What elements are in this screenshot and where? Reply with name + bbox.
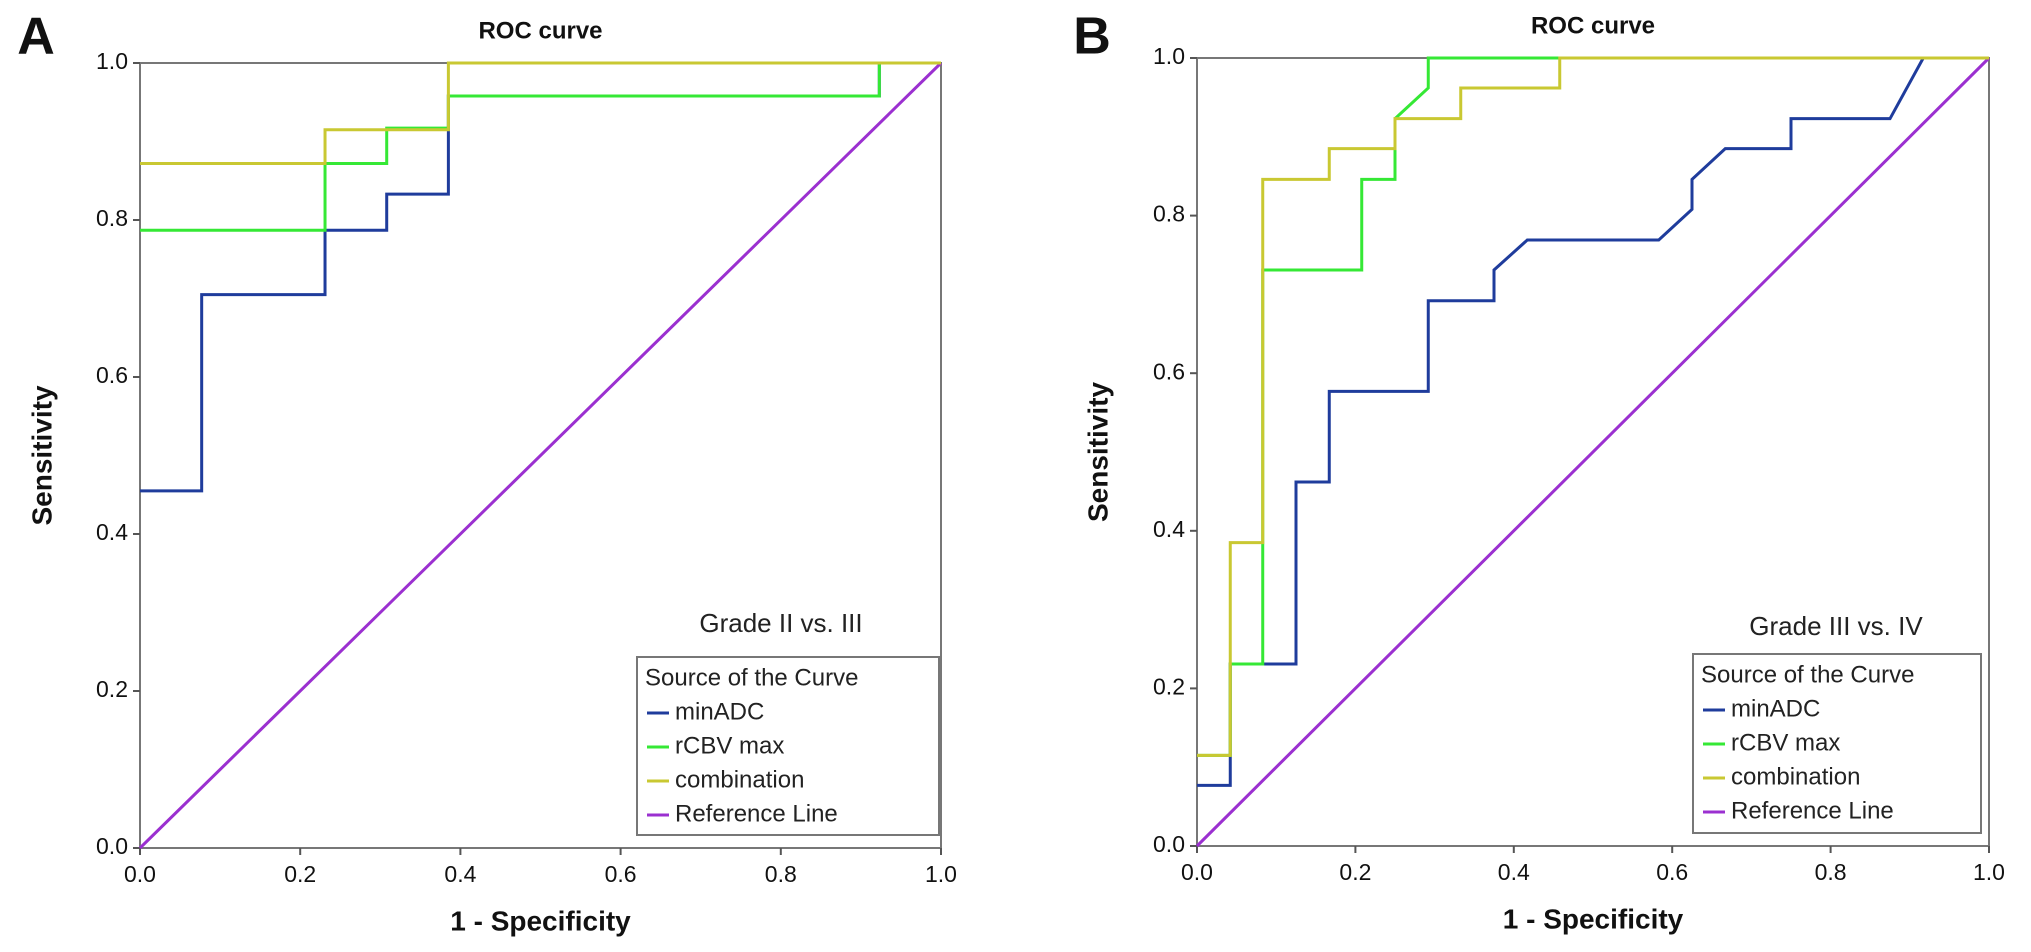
x-tick-label: 1.0 [925, 861, 957, 887]
x-tick-label: 0.4 [444, 861, 476, 887]
annotation: Grade II vs. III [699, 608, 862, 638]
x-tick-label: 0.0 [1181, 859, 1213, 885]
panel-label: A [17, 8, 55, 66]
x-axis-label: 1 - Specificity [450, 905, 631, 936]
y-tick-label: 1.0 [1153, 43, 1185, 69]
legend-label: minADC [1731, 695, 1820, 722]
legend-label: minADC [675, 698, 764, 725]
legend-title: Source of the Curve [1701, 661, 1914, 688]
x-tick-label: 0.2 [1339, 859, 1371, 885]
x-tick-label: 0.2 [284, 861, 316, 887]
chart-title: ROC curve [478, 17, 602, 44]
y-tick-label: 1.0 [96, 48, 128, 74]
y-tick-label: 0.4 [96, 519, 128, 545]
roc-line [1197, 56, 1989, 787]
y-tick-label: 0.8 [96, 205, 128, 231]
y-tick-label: 0.6 [96, 362, 128, 388]
legend-label: Reference Line [675, 800, 838, 827]
x-tick-label: 0.6 [605, 861, 637, 887]
legend-box [1692, 653, 1982, 834]
panel-label: B [1073, 8, 1111, 66]
legend-label: combination [675, 766, 804, 793]
y-tick-label: 0.2 [96, 676, 128, 702]
legend-label: rCBV max [675, 732, 784, 759]
y-tick-label: 0.2 [1153, 673, 1185, 699]
roc-line [1195, 56, 1991, 848]
legend-label: Reference Line [1731, 797, 1894, 824]
y-tick-label: 0.0 [96, 833, 128, 859]
roc-line [140, 61, 941, 493]
roc-line [1197, 56, 1989, 757]
roc-line [140, 61, 941, 232]
x-tick-label: 0.8 [1815, 859, 1847, 885]
x-tick-label: 0.8 [765, 861, 797, 887]
legend-label: combination [1731, 763, 1860, 790]
y-tick-label: 0.6 [1153, 358, 1185, 384]
x-tick-label: 0.0 [124, 861, 156, 887]
x-tick-label: 0.6 [1656, 859, 1688, 885]
roc-line [140, 61, 941, 165]
legend-box [636, 656, 940, 836]
chart-title: ROC curve [1531, 12, 1655, 39]
roc-line [138, 61, 943, 850]
y-axis-label: Sensitivity [1082, 382, 1113, 522]
legend-label: rCBV max [1731, 729, 1840, 756]
y-tick-label: 0.4 [1153, 516, 1185, 542]
x-tick-label: 1.0 [1973, 859, 2005, 885]
x-tick-label: 0.4 [1498, 859, 1530, 885]
y-axis-label: Sensitivity [26, 385, 57, 525]
y-tick-label: 0.0 [1153, 831, 1185, 857]
legend-title: Source of the Curve [645, 664, 858, 691]
annotation: Grade III vs. IV [1749, 611, 1923, 641]
roc-line [1197, 56, 1989, 757]
y-tick-label: 0.8 [1153, 201, 1185, 227]
x-axis-label: 1 - Specificity [1503, 903, 1684, 934]
